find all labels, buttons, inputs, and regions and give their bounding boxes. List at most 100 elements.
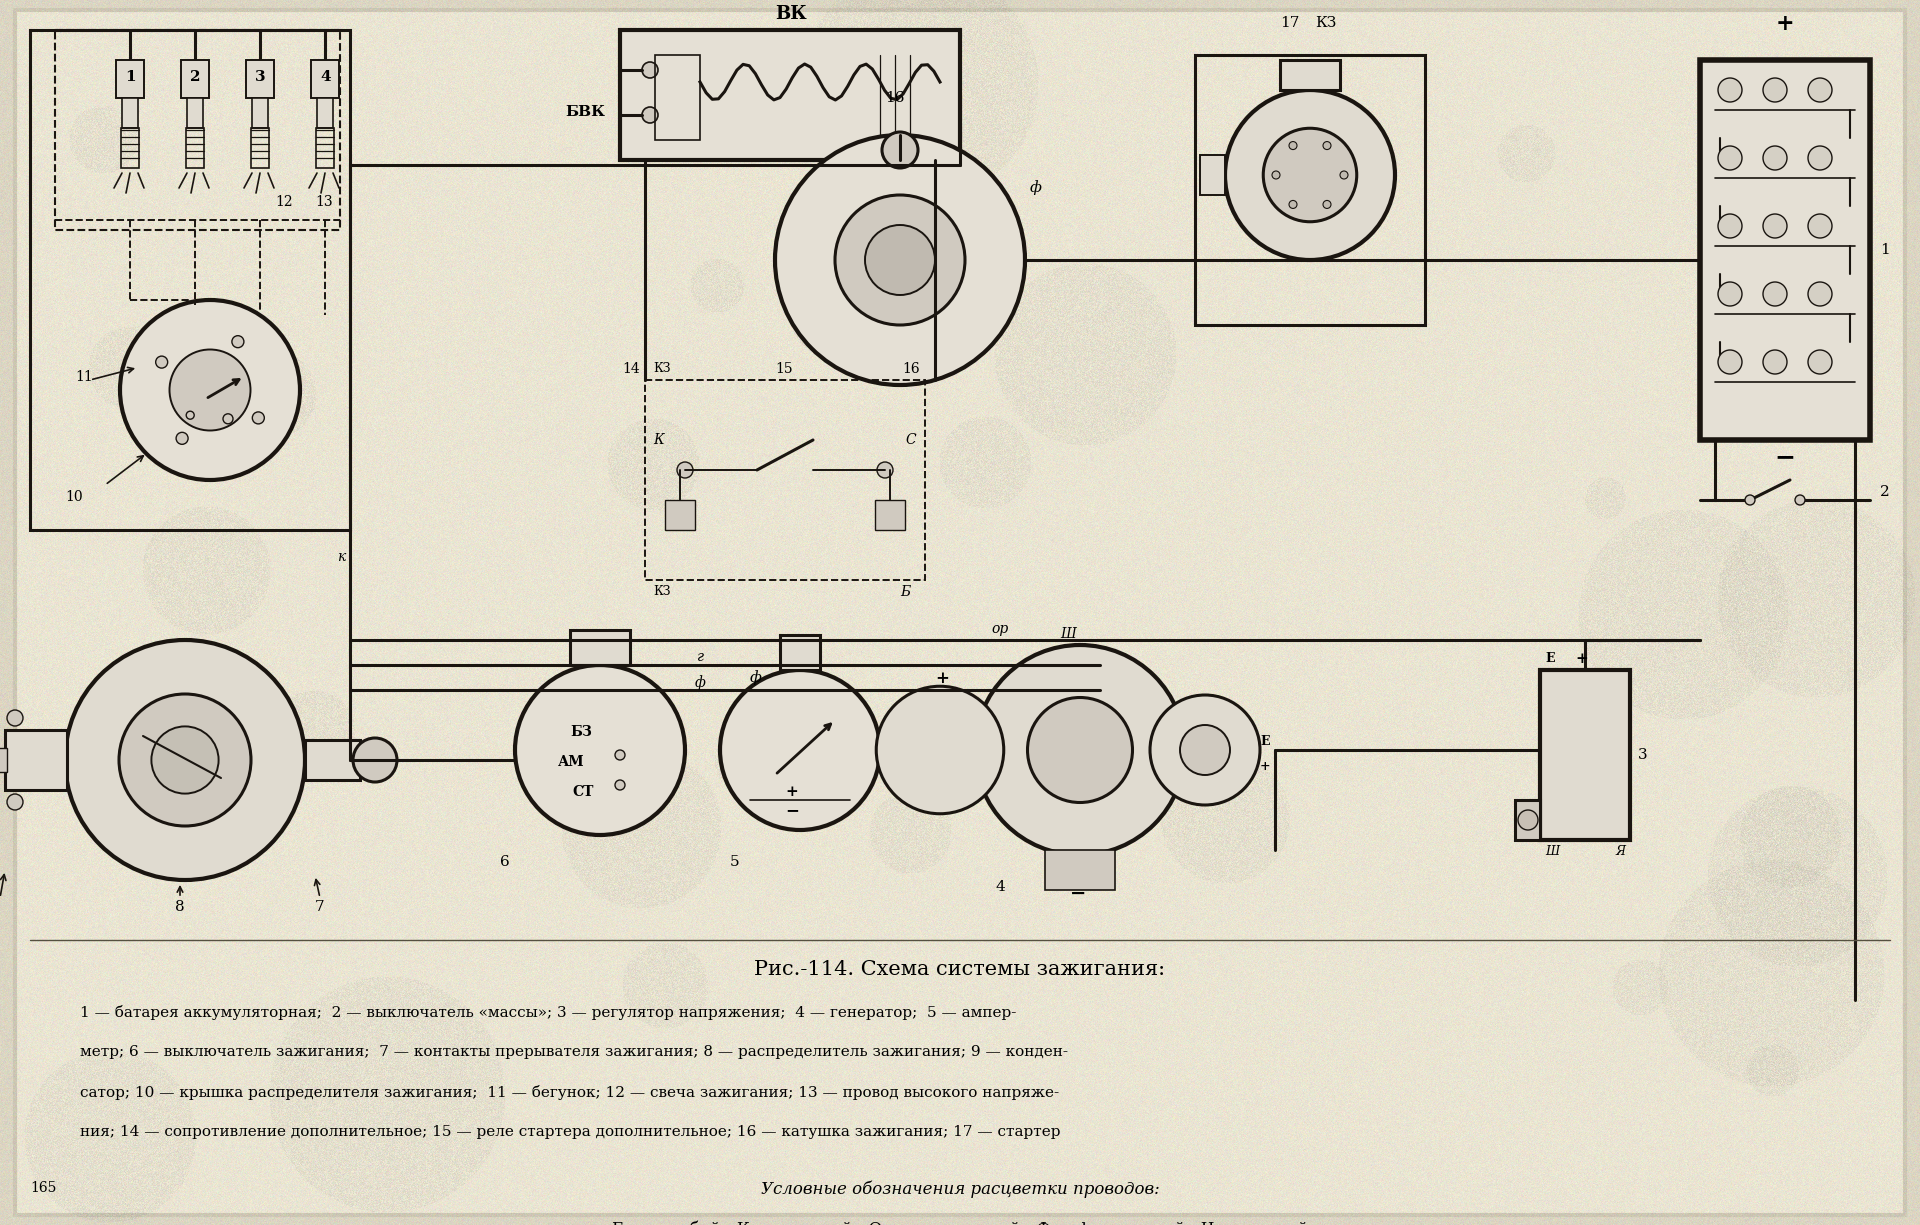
Circle shape (975, 646, 1185, 855)
Text: 1 — батарея аккумуляторная;  2 — выключатель «массы»; 3 — регулятор напряжения; : 1 — батарея аккумуляторная; 2 — выключат… (81, 1004, 1016, 1020)
Bar (1699, 60, 1870, 440)
Text: 11: 11 (75, 370, 92, 383)
Circle shape (169, 349, 250, 430)
Text: 4: 4 (995, 880, 1004, 894)
Text: ор: ор (991, 622, 1008, 636)
Circle shape (678, 462, 693, 478)
Circle shape (614, 780, 626, 790)
Text: 16: 16 (885, 91, 904, 105)
Text: К: К (653, 432, 664, 447)
Circle shape (1027, 697, 1133, 802)
Text: 2: 2 (1880, 485, 1889, 499)
Text: 13: 13 (315, 195, 332, 209)
Bar (1194, 55, 1425, 325)
Circle shape (1809, 214, 1832, 238)
Bar (186, 127, 204, 168)
Bar (780, 635, 820, 670)
Bar (123, 98, 138, 127)
Text: СТ: СТ (572, 785, 593, 799)
Bar (1044, 850, 1116, 891)
Text: +: + (1776, 13, 1795, 36)
Text: 7: 7 (315, 900, 324, 914)
Text: БЗ: БЗ (570, 725, 591, 739)
Circle shape (1809, 350, 1832, 374)
Circle shape (641, 107, 659, 122)
Bar (1281, 60, 1340, 89)
Circle shape (119, 695, 252, 826)
Bar (31, 29, 349, 530)
Text: ния; 14 — сопротивление дополнительное; 15 — реле стартера дополнительное; 16 — : ния; 14 — сопротивление дополнительное; … (81, 1125, 1060, 1139)
Text: E: E (1546, 652, 1555, 665)
Bar (252, 127, 269, 168)
Circle shape (1763, 146, 1788, 170)
Text: 3: 3 (255, 70, 265, 85)
Bar (1540, 670, 1630, 840)
Text: +: + (1574, 652, 1588, 666)
Text: +: + (935, 670, 948, 687)
Text: 17: 17 (1281, 16, 1300, 29)
Text: Б: Б (900, 586, 910, 599)
Text: 1: 1 (125, 70, 136, 85)
Bar (570, 630, 630, 665)
Bar (246, 60, 275, 98)
Bar (317, 98, 332, 127)
Text: г: г (697, 650, 703, 664)
Circle shape (1763, 78, 1788, 102)
Text: 1: 1 (1880, 243, 1889, 257)
Text: Рис.-114. Схема системы зажигания:: Рис.-114. Схема системы зажигания: (755, 960, 1165, 979)
Text: Условные обозначения расцветки проводов:: Условные обозначения расцветки проводов: (760, 1180, 1160, 1198)
Circle shape (1263, 129, 1357, 222)
Circle shape (835, 195, 966, 325)
Circle shape (776, 135, 1025, 385)
Text: 15: 15 (776, 363, 793, 376)
Bar (252, 98, 269, 127)
Circle shape (152, 726, 219, 794)
Circle shape (1323, 142, 1331, 149)
Circle shape (1718, 282, 1741, 306)
Text: −: − (1774, 445, 1795, 469)
Circle shape (1181, 725, 1231, 775)
Bar (115, 60, 144, 98)
Circle shape (1271, 172, 1281, 179)
Text: С: С (904, 432, 916, 447)
Circle shape (1288, 201, 1298, 208)
Text: 8: 8 (175, 900, 184, 914)
Text: АМ: АМ (559, 755, 584, 769)
Circle shape (1809, 146, 1832, 170)
Text: 2: 2 (190, 70, 200, 85)
Circle shape (65, 639, 305, 880)
Text: +: + (1260, 760, 1271, 773)
Bar (56, 29, 340, 230)
Text: ф: ф (1029, 180, 1043, 195)
Circle shape (1763, 282, 1788, 306)
Bar (311, 60, 340, 98)
Circle shape (1225, 89, 1396, 260)
Circle shape (515, 665, 685, 835)
Circle shape (1340, 172, 1348, 179)
Circle shape (1718, 214, 1741, 238)
Text: КЗ: КЗ (653, 363, 670, 375)
Circle shape (223, 414, 232, 424)
Circle shape (177, 432, 188, 445)
Bar (664, 500, 695, 530)
Circle shape (720, 670, 879, 831)
Bar (121, 127, 138, 168)
Text: КЗ: КЗ (1315, 16, 1336, 29)
Bar (6, 730, 67, 790)
Text: БВК: БВК (564, 105, 605, 119)
Bar (305, 740, 361, 780)
Text: ф: ф (751, 670, 762, 685)
Circle shape (1150, 695, 1260, 805)
Text: ф: ф (695, 675, 705, 690)
Circle shape (1809, 78, 1832, 102)
Text: Ш: Ш (1060, 627, 1075, 641)
Circle shape (1763, 350, 1788, 374)
Circle shape (1718, 78, 1741, 102)
Text: 4: 4 (321, 70, 330, 85)
Bar (186, 98, 204, 127)
Circle shape (8, 794, 23, 810)
Text: E: E (1260, 735, 1269, 748)
Text: 16: 16 (902, 363, 920, 376)
Text: метр; 6 — выключатель зажигания;  7 — контакты прерывателя зажигания; 8 — распре: метр; 6 — выключатель зажигания; 7 — кон… (81, 1045, 1068, 1058)
Text: 5: 5 (730, 855, 739, 869)
